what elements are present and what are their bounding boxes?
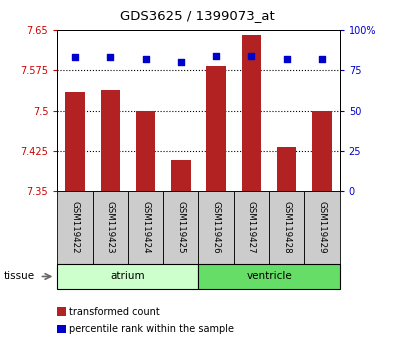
Text: GSM119429: GSM119429 bbox=[318, 201, 327, 254]
Point bbox=[142, 56, 149, 62]
Text: tissue: tissue bbox=[4, 272, 35, 281]
Point bbox=[107, 55, 113, 60]
Point bbox=[178, 59, 184, 65]
Bar bbox=[57, 325, 66, 333]
Bar bbox=[199, 191, 234, 264]
Bar bbox=[207, 66, 226, 191]
Bar bbox=[65, 92, 85, 191]
Bar bbox=[277, 147, 297, 191]
Text: GSM119428: GSM119428 bbox=[282, 201, 291, 254]
Bar bbox=[305, 191, 340, 264]
Bar bbox=[57, 191, 92, 264]
Text: GSM119424: GSM119424 bbox=[141, 201, 150, 254]
Text: transformed count: transformed count bbox=[69, 307, 160, 316]
Point bbox=[319, 56, 325, 62]
Point bbox=[284, 56, 290, 62]
Bar bbox=[171, 160, 190, 191]
Bar bbox=[92, 191, 128, 264]
Text: atrium: atrium bbox=[111, 272, 145, 281]
Bar bbox=[269, 191, 305, 264]
Bar bbox=[57, 307, 66, 316]
Text: GSM119422: GSM119422 bbox=[70, 201, 79, 254]
Text: GSM119427: GSM119427 bbox=[247, 201, 256, 254]
Bar bbox=[100, 90, 120, 191]
Bar bbox=[163, 191, 198, 264]
Point bbox=[248, 53, 255, 59]
Text: GSM119426: GSM119426 bbox=[212, 201, 221, 254]
Bar bbox=[57, 264, 199, 289]
Point bbox=[213, 53, 219, 59]
Text: percentile rank within the sample: percentile rank within the sample bbox=[69, 324, 234, 334]
Text: GSM119423: GSM119423 bbox=[106, 201, 115, 254]
Point bbox=[72, 55, 78, 60]
Bar bbox=[199, 264, 340, 289]
Bar bbox=[136, 110, 155, 191]
Text: GSM119425: GSM119425 bbox=[176, 201, 185, 254]
Text: GDS3625 / 1399073_at: GDS3625 / 1399073_at bbox=[120, 9, 275, 22]
Bar bbox=[312, 110, 332, 191]
Text: ventricle: ventricle bbox=[246, 272, 292, 281]
Bar bbox=[128, 191, 163, 264]
Bar bbox=[234, 191, 269, 264]
Bar bbox=[242, 35, 261, 191]
